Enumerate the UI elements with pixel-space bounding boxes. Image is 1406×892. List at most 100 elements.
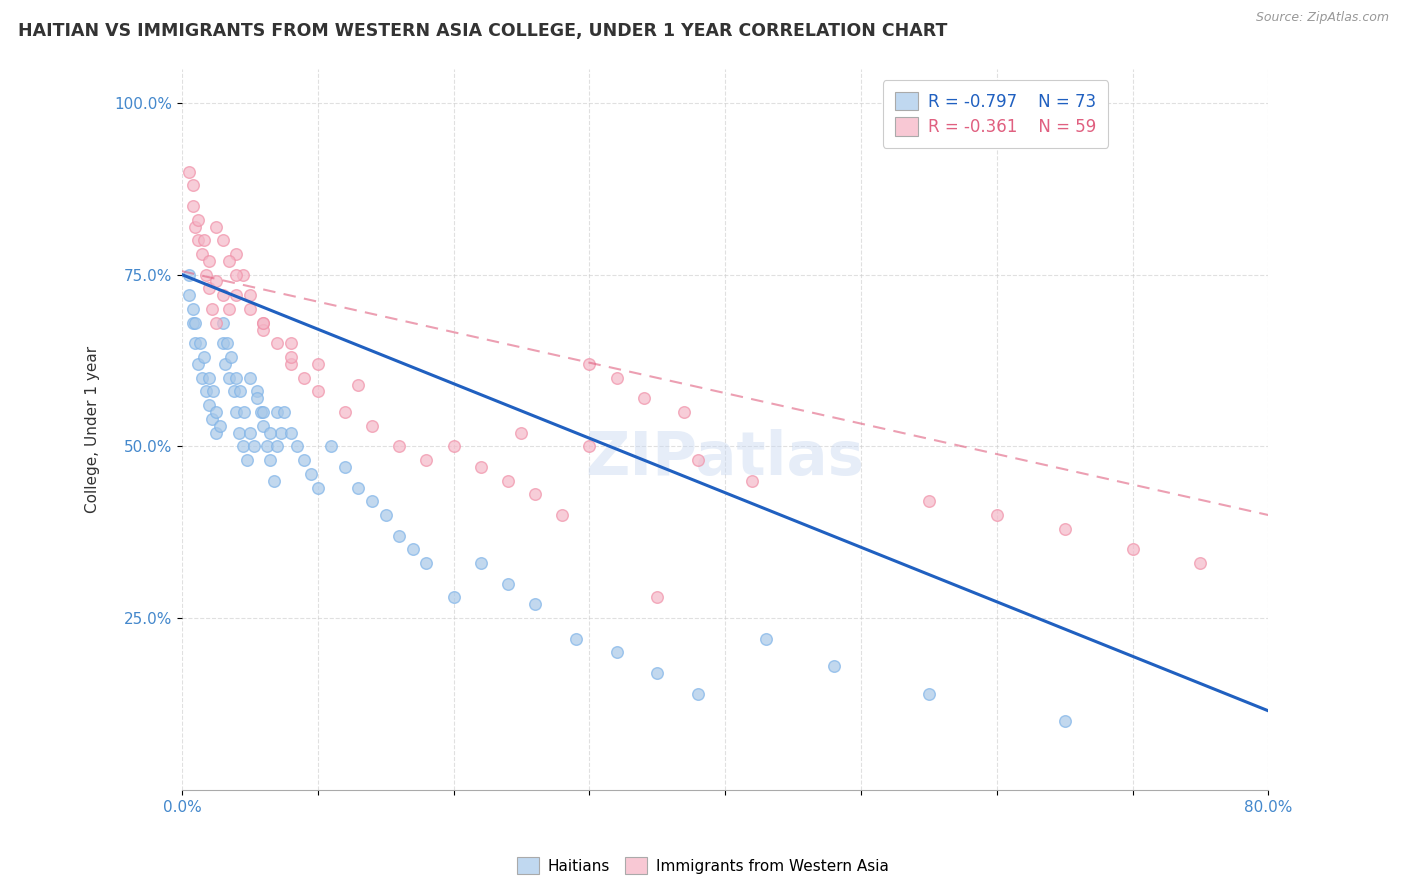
Point [388,529,411,543]
Point [225,268,247,282]
Point [211,288,233,302]
Point [986,508,1008,522]
Point [374,508,396,522]
Point [551,508,574,522]
Point [233,405,256,419]
Point [232,439,254,453]
Point [524,487,547,501]
Point [198,253,221,268]
Point [299,467,322,481]
Legend: Haitians, Immigrants from Western Asia: Haitians, Immigrants from Western Asia [510,851,896,880]
Point [470,556,492,570]
Point [259,425,281,440]
Point [333,460,356,475]
Point [266,439,288,453]
Point [259,453,281,467]
Point [187,357,209,371]
Point [188,336,211,351]
Point [239,370,262,384]
Point [218,370,240,384]
Point [201,301,224,316]
Point [181,178,204,193]
Point [565,632,588,646]
Point [823,659,845,673]
Point [205,316,228,330]
Point [225,405,247,419]
Point [198,281,221,295]
Point [181,301,204,316]
Point [266,405,288,419]
Point [239,425,262,440]
Point [184,336,207,351]
Point [443,439,465,453]
Point [205,405,228,419]
Point [605,645,627,659]
Point [184,316,207,330]
Point [191,247,214,261]
Point [633,391,655,405]
Point [755,632,778,646]
Point [219,350,242,364]
Point [470,460,492,475]
Point [307,384,329,399]
Point [333,405,356,419]
Point [193,233,215,247]
Point [222,384,245,399]
Point [443,591,465,605]
Point [388,439,411,453]
Point [510,425,533,440]
Point [252,405,274,419]
Point [246,384,269,399]
Point [195,268,218,282]
Point [211,336,233,351]
Point [218,253,240,268]
Point [211,316,233,330]
Point [205,219,228,234]
Text: Source: ZipAtlas.com: Source: ZipAtlas.com [1256,11,1389,24]
Point [918,687,941,701]
Point [246,391,269,405]
Point [239,301,262,316]
Point [205,275,228,289]
Point [214,357,236,371]
Point [280,425,302,440]
Point [280,336,302,351]
Point [252,418,274,433]
Point [218,301,240,316]
Point [280,350,302,364]
Point [361,418,384,433]
Point [292,453,315,467]
Point [686,453,709,467]
Point [496,576,519,591]
Point [578,357,600,371]
Point [201,412,224,426]
Point [211,233,233,247]
Point [415,556,437,570]
Point [252,316,274,330]
Point [270,425,292,440]
Point [243,439,266,453]
Point [321,439,343,453]
Point [285,439,308,453]
Point [1053,714,1076,728]
Point [225,370,247,384]
Point [193,350,215,364]
Point [673,405,696,419]
Point [239,288,262,302]
Point [361,494,384,508]
Point [225,288,247,302]
Point [266,336,288,351]
Point [347,377,370,392]
Point [177,164,200,178]
Point [177,268,200,282]
Point [292,370,315,384]
Point [198,370,221,384]
Point [181,199,204,213]
Point [184,219,207,234]
Point [236,453,259,467]
Point [686,687,709,701]
Point [280,357,302,371]
Point [1053,522,1076,536]
Point [187,212,209,227]
Point [605,370,627,384]
